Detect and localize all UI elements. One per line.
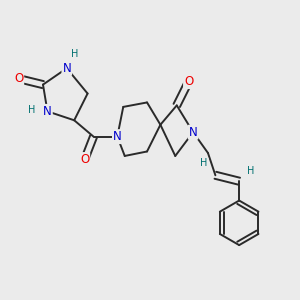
Text: H: H [70,49,78,59]
Text: H: H [28,105,36,115]
Text: N: N [189,126,197,139]
Text: O: O [184,75,193,88]
Text: O: O [14,72,23,85]
Text: H: H [200,158,208,168]
Text: O: O [80,153,89,166]
Text: N: N [43,105,52,118]
Text: N: N [113,130,122,143]
Text: H: H [248,166,255,176]
Text: N: N [62,62,71,75]
